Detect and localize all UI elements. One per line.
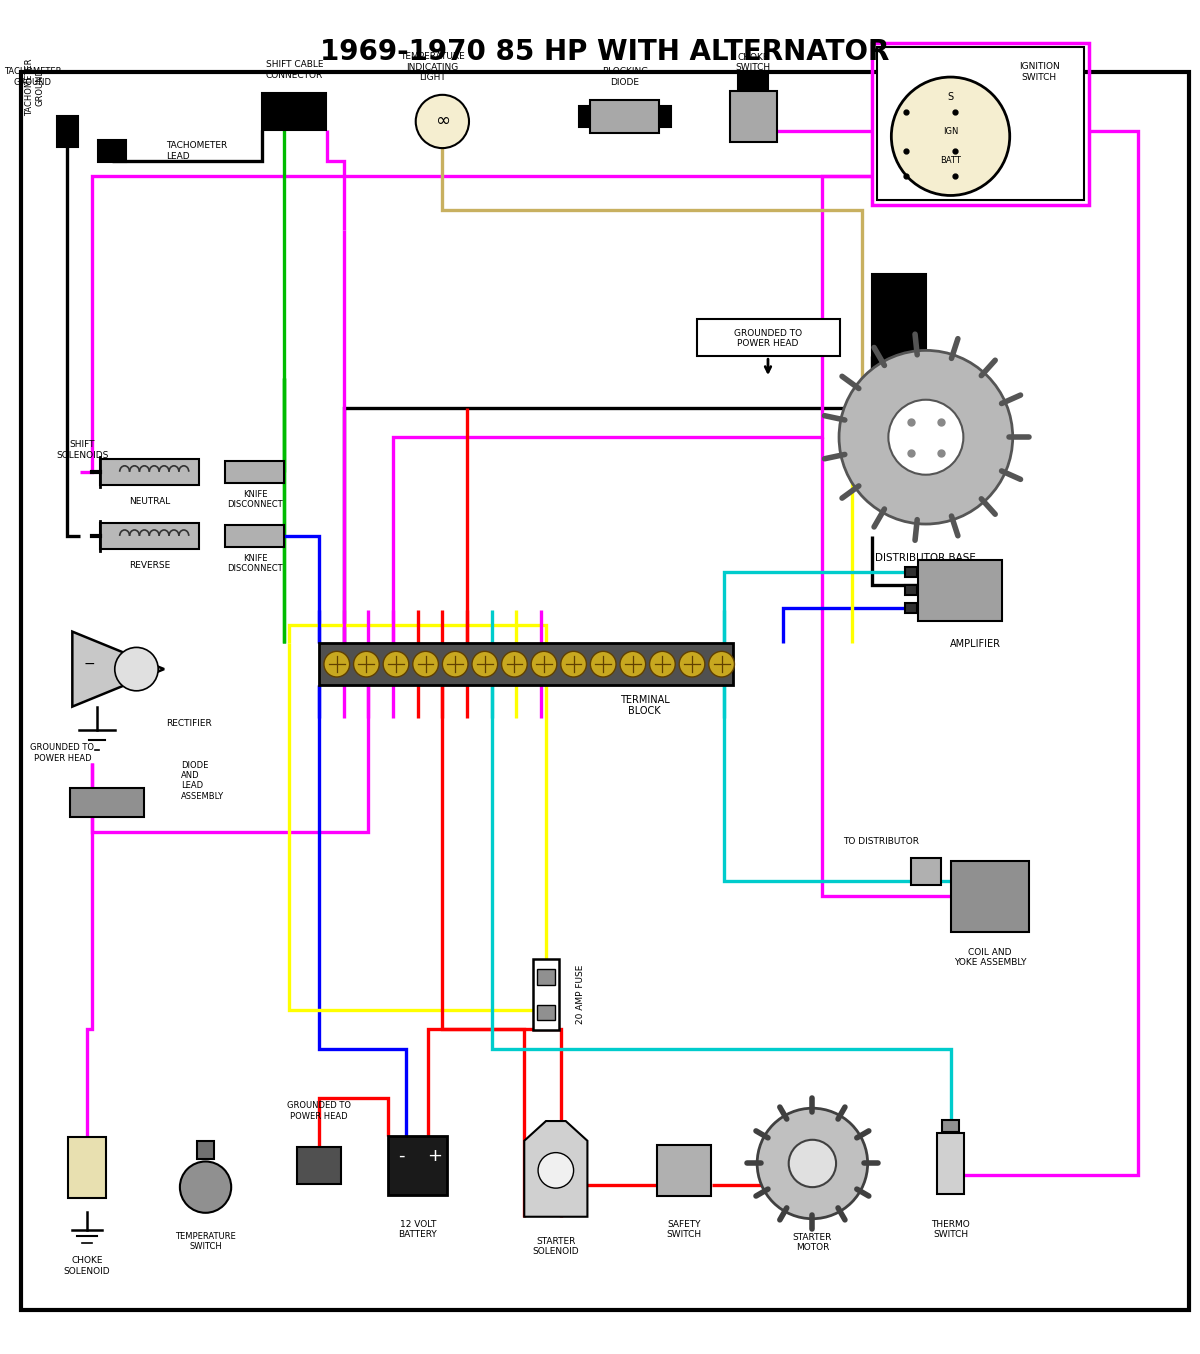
Text: S: S — [948, 92, 954, 102]
Text: GROUNDED TO
POWER HEAD: GROUNDED TO POWER HEAD — [734, 329, 802, 348]
Circle shape — [413, 651, 438, 677]
Text: IGNITION
SWITCH: IGNITION SWITCH — [1019, 62, 1060, 81]
Text: IGN: IGN — [943, 127, 959, 135]
Text: NEUTRAL: NEUTRAL — [128, 497, 170, 506]
Circle shape — [888, 399, 964, 475]
Text: DISTRIBUTOR BASE: DISTRIBUTOR BASE — [876, 552, 977, 563]
Bar — [533, 959, 559, 1030]
Text: TACHOMETER
LEAD: TACHOMETER LEAD — [166, 141, 227, 161]
Bar — [950, 861, 1030, 932]
Text: KNIFE
DISCONNECT: KNIFE DISCONNECT — [227, 554, 283, 573]
Circle shape — [502, 651, 527, 677]
Text: RECTIFIER: RECTIFIER — [166, 719, 212, 728]
Bar — [70, 788, 144, 816]
Text: SAFETY
SWITCH: SAFETY SWITCH — [666, 1220, 702, 1239]
Text: −: − — [83, 657, 95, 672]
Bar — [100, 459, 199, 485]
Polygon shape — [524, 1121, 588, 1217]
Text: REVERSE: REVERSE — [128, 561, 170, 570]
Circle shape — [839, 351, 1013, 524]
Circle shape — [788, 1140, 836, 1187]
Circle shape — [443, 651, 468, 677]
Circle shape — [472, 651, 498, 677]
Polygon shape — [72, 631, 164, 707]
Bar — [937, 1133, 965, 1194]
Circle shape — [324, 651, 349, 677]
Circle shape — [709, 651, 734, 677]
Text: SHIFT CABLE
CONNECTOR: SHIFT CABLE CONNECTOR — [265, 61, 323, 80]
Text: COIL AND
YOKE ASSEMBLY: COIL AND YOKE ASSEMBLY — [954, 948, 1026, 967]
Bar — [942, 1120, 960, 1132]
Text: BLOCKING
DIODE: BLOCKING DIODE — [601, 68, 648, 87]
Text: +: + — [427, 1147, 442, 1164]
Bar — [578, 106, 588, 127]
Text: 12 VOLT
BATTERY: 12 VOLT BATTERY — [398, 1220, 437, 1239]
Text: TERMINAL
BLOCK: TERMINAL BLOCK — [619, 695, 670, 716]
Bar — [730, 91, 776, 142]
Text: CHOKE
SWITCH: CHOKE SWITCH — [736, 53, 770, 72]
Bar — [197, 1141, 215, 1159]
Circle shape — [115, 647, 158, 691]
Circle shape — [620, 651, 646, 677]
Text: CHOKE
SOLENOID: CHOKE SOLENOID — [64, 1257, 110, 1275]
Text: STARTER
SOLENOID: STARTER SOLENOID — [533, 1236, 580, 1257]
Text: TEMPERATURE
SWITCH: TEMPERATURE SWITCH — [175, 1232, 236, 1251]
Circle shape — [354, 651, 379, 677]
Bar — [918, 559, 1002, 620]
Bar — [296, 1147, 341, 1185]
Bar — [226, 460, 284, 482]
Bar — [661, 106, 671, 127]
Bar — [871, 275, 926, 492]
Text: ∞: ∞ — [434, 112, 450, 130]
Bar — [738, 74, 752, 89]
Text: 1969-1970 85 HP WITH ALTERNATOR: 1969-1970 85 HP WITH ALTERNATOR — [320, 38, 890, 66]
Text: KNIFE
DISCONNECT: KNIFE DISCONNECT — [227, 490, 283, 509]
Bar — [905, 567, 917, 577]
Bar — [754, 74, 768, 89]
Text: TO DISTRIBUTOR: TO DISTRIBUTOR — [844, 837, 919, 846]
Text: THERMO
SWITCH: THERMO SWITCH — [931, 1220, 970, 1239]
Circle shape — [560, 651, 587, 677]
Bar — [656, 1144, 712, 1196]
Text: -: - — [397, 1147, 404, 1164]
Text: 20 AMP FUSE: 20 AMP FUSE — [576, 965, 584, 1025]
Circle shape — [649, 651, 676, 677]
Bar — [68, 1137, 106, 1198]
Bar — [538, 969, 554, 984]
Bar — [319, 643, 733, 685]
Bar — [590, 100, 660, 133]
Circle shape — [383, 651, 409, 677]
Circle shape — [532, 651, 557, 677]
Text: TACHOMETER
GROUND: TACHOMETER GROUND — [4, 68, 61, 87]
Bar — [905, 585, 917, 596]
Text: DIODE
AND
LEAD
ASSEMBLY: DIODE AND LEAD ASSEMBLY — [181, 761, 224, 800]
Bar — [388, 1136, 448, 1196]
Bar — [905, 603, 917, 613]
Circle shape — [757, 1108, 868, 1219]
Bar — [100, 523, 199, 548]
Circle shape — [892, 77, 1009, 195]
Text: TACHOMETER
GROUND: TACHOMETER GROUND — [25, 58, 44, 115]
Circle shape — [415, 95, 469, 148]
Text: STARTER
MOTOR: STARTER MOTOR — [793, 1232, 832, 1252]
Text: AMPLIFIER: AMPLIFIER — [949, 639, 1001, 650]
Text: SHIFT
SOLENOIDS: SHIFT SOLENOIDS — [56, 440, 108, 460]
Text: GROUNDED TO
POWER HEAD: GROUNDED TO POWER HEAD — [287, 1101, 352, 1121]
Bar — [263, 93, 326, 130]
Bar — [697, 318, 840, 356]
Bar — [538, 1005, 554, 1021]
Bar — [226, 525, 284, 547]
Text: BATT: BATT — [940, 157, 961, 165]
Bar — [911, 857, 941, 886]
Bar — [871, 42, 1088, 206]
Bar — [56, 115, 78, 148]
Circle shape — [679, 651, 704, 677]
Text: TEMPERATURE
INDICATING
LIGHT: TEMPERATURE INDICATING LIGHT — [400, 53, 464, 83]
Bar — [98, 141, 126, 162]
Circle shape — [180, 1162, 232, 1213]
Text: GROUNDED TO
POWER HEAD: GROUNDED TO POWER HEAD — [30, 743, 95, 762]
Bar — [876, 47, 1084, 200]
Circle shape — [538, 1152, 574, 1187]
Circle shape — [590, 651, 616, 677]
